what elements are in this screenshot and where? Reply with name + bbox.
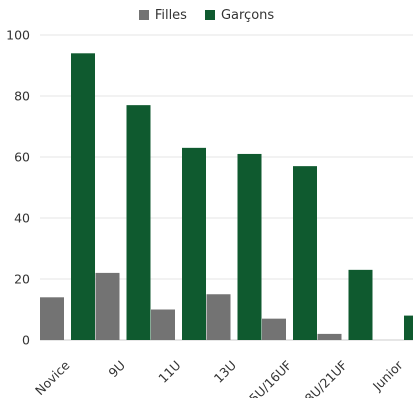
- legend-swatch-filles: [138, 10, 149, 20]
- y-tick-label: 60: [14, 150, 30, 165]
- bar-filles: [206, 294, 231, 340]
- bar-filles: [317, 333, 342, 340]
- bar-filles: [151, 309, 175, 340]
- x-tick-label: 15U/16UF: [241, 358, 295, 398]
- bar-filles: [40, 297, 64, 340]
- x-tick-label: 13U: [211, 358, 239, 386]
- x-tick-label: Novice: [32, 357, 73, 398]
- bar-filles: [95, 272, 120, 340]
- legend-item-garcons: Garçons: [204, 7, 275, 23]
- x-tick-label: Junior: [369, 357, 406, 394]
- legend: Filles Garçons: [0, 4, 413, 26]
- x-tick-label: 11U: [155, 358, 183, 386]
- legend-label-filles: Filles: [154, 7, 187, 23]
- y-tick-label: 0: [22, 333, 30, 348]
- bar-garcons: [348, 269, 373, 340]
- bar-garcons: [293, 166, 317, 340]
- bar-garcons: [71, 53, 95, 341]
- y-tick-label: 80: [14, 89, 30, 104]
- bar-garcons: [237, 153, 262, 340]
- bar-garcons: [126, 105, 151, 341]
- x-tick-label: 9U: [105, 358, 128, 381]
- legend-swatch-garcons: [204, 10, 215, 20]
- y-tick-label: 100: [6, 28, 30, 43]
- y-tick-label: 20: [14, 272, 30, 287]
- y-tick-label: 40: [14, 211, 30, 226]
- legend-label-garcons: Garçons: [220, 7, 275, 23]
- x-tick-label: 18U/21UF: [296, 358, 350, 398]
- bar-filles: [262, 318, 286, 340]
- bar-garcons: [404, 315, 413, 340]
- bar-garcons: [182, 147, 206, 340]
- legend-item-filles: Filles: [138, 7, 187, 23]
